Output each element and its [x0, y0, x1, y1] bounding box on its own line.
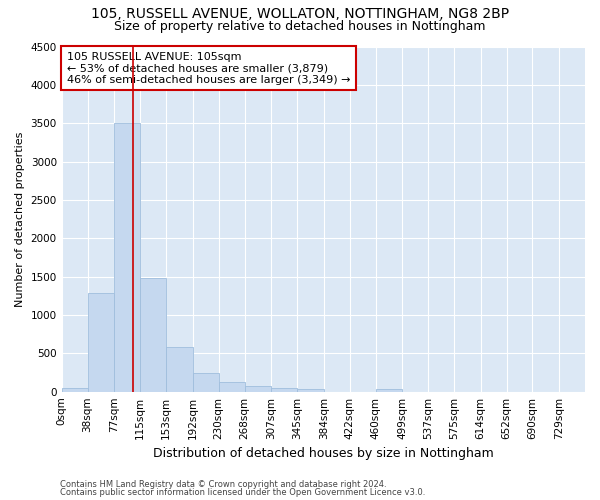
Bar	[218, 382, 245, 392]
Text: 105, RUSSELL AVENUE, WOLLATON, NOTTINGHAM, NG8 2BP: 105, RUSSELL AVENUE, WOLLATON, NOTTINGHA…	[91, 8, 509, 22]
Text: Contains public sector information licensed under the Open Government Licence v3: Contains public sector information licen…	[60, 488, 425, 497]
X-axis label: Distribution of detached houses by size in Nottingham: Distribution of detached houses by size …	[153, 447, 494, 460]
Bar	[114, 123, 140, 392]
Bar	[376, 388, 402, 392]
Bar	[245, 386, 271, 392]
Bar	[140, 278, 166, 392]
Bar	[88, 294, 114, 392]
Bar	[193, 374, 218, 392]
Y-axis label: Number of detached properties: Number of detached properties	[15, 132, 25, 307]
Bar	[166, 347, 193, 392]
Text: Contains HM Land Registry data © Crown copyright and database right 2024.: Contains HM Land Registry data © Crown c…	[60, 480, 386, 489]
Bar	[62, 388, 88, 392]
Text: 105 RUSSELL AVENUE: 105sqm
← 53% of detached houses are smaller (3,879)
46% of s: 105 RUSSELL AVENUE: 105sqm ← 53% of deta…	[67, 52, 350, 85]
Text: Size of property relative to detached houses in Nottingham: Size of property relative to detached ho…	[114, 20, 486, 33]
Bar	[297, 390, 323, 392]
Bar	[271, 388, 297, 392]
